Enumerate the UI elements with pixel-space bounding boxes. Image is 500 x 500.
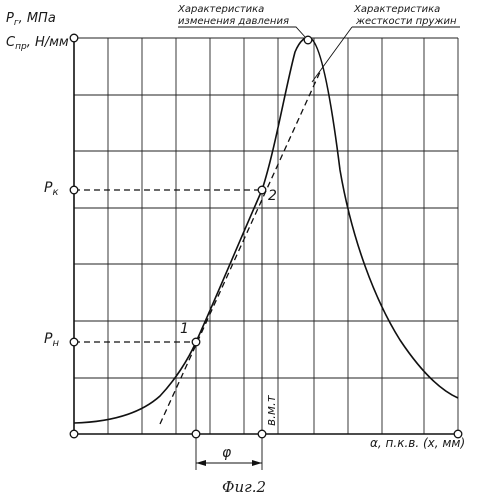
marker-origin xyxy=(70,430,78,438)
stiffness-annotation-line2: жесткости пружин xyxy=(355,16,457,27)
marker-point-2 xyxy=(258,186,266,194)
marker-y-top xyxy=(70,34,78,42)
phi-label: φ xyxy=(222,445,232,461)
figure-caption: Фиг.2 xyxy=(222,478,266,496)
point-1-label: 1 xyxy=(180,321,189,337)
pressure-leader xyxy=(178,27,306,38)
y-label-stiffness: Cпр, Н/мм xyxy=(6,35,69,52)
tick-pk: Pк xyxy=(44,180,59,198)
marker-pk-axis xyxy=(70,186,78,194)
stiffness-leader xyxy=(312,27,460,82)
x-axis-label: α, п.к.в. (x, мм) xyxy=(370,436,465,450)
pressure-annotation-line2: изменения давления xyxy=(178,16,289,27)
marker-peak xyxy=(304,36,312,44)
tick-vmt: в.м.т xyxy=(264,394,278,426)
marker-point-1 xyxy=(192,338,200,346)
marker-x-vmt xyxy=(258,430,266,438)
point-2-label: 2 xyxy=(268,188,277,204)
grid xyxy=(74,38,458,434)
marker-pn-axis xyxy=(70,338,78,346)
stiffness-annotation-line1: Характеристика xyxy=(353,4,440,15)
pressure-annotation-line1: Характеристика xyxy=(177,4,264,15)
tick-pn: Pн xyxy=(44,331,59,349)
marker-x-phi-start xyxy=(192,430,200,438)
stiffness-line xyxy=(160,72,320,424)
y-label-pressure: Pг, МПа xyxy=(6,11,56,28)
